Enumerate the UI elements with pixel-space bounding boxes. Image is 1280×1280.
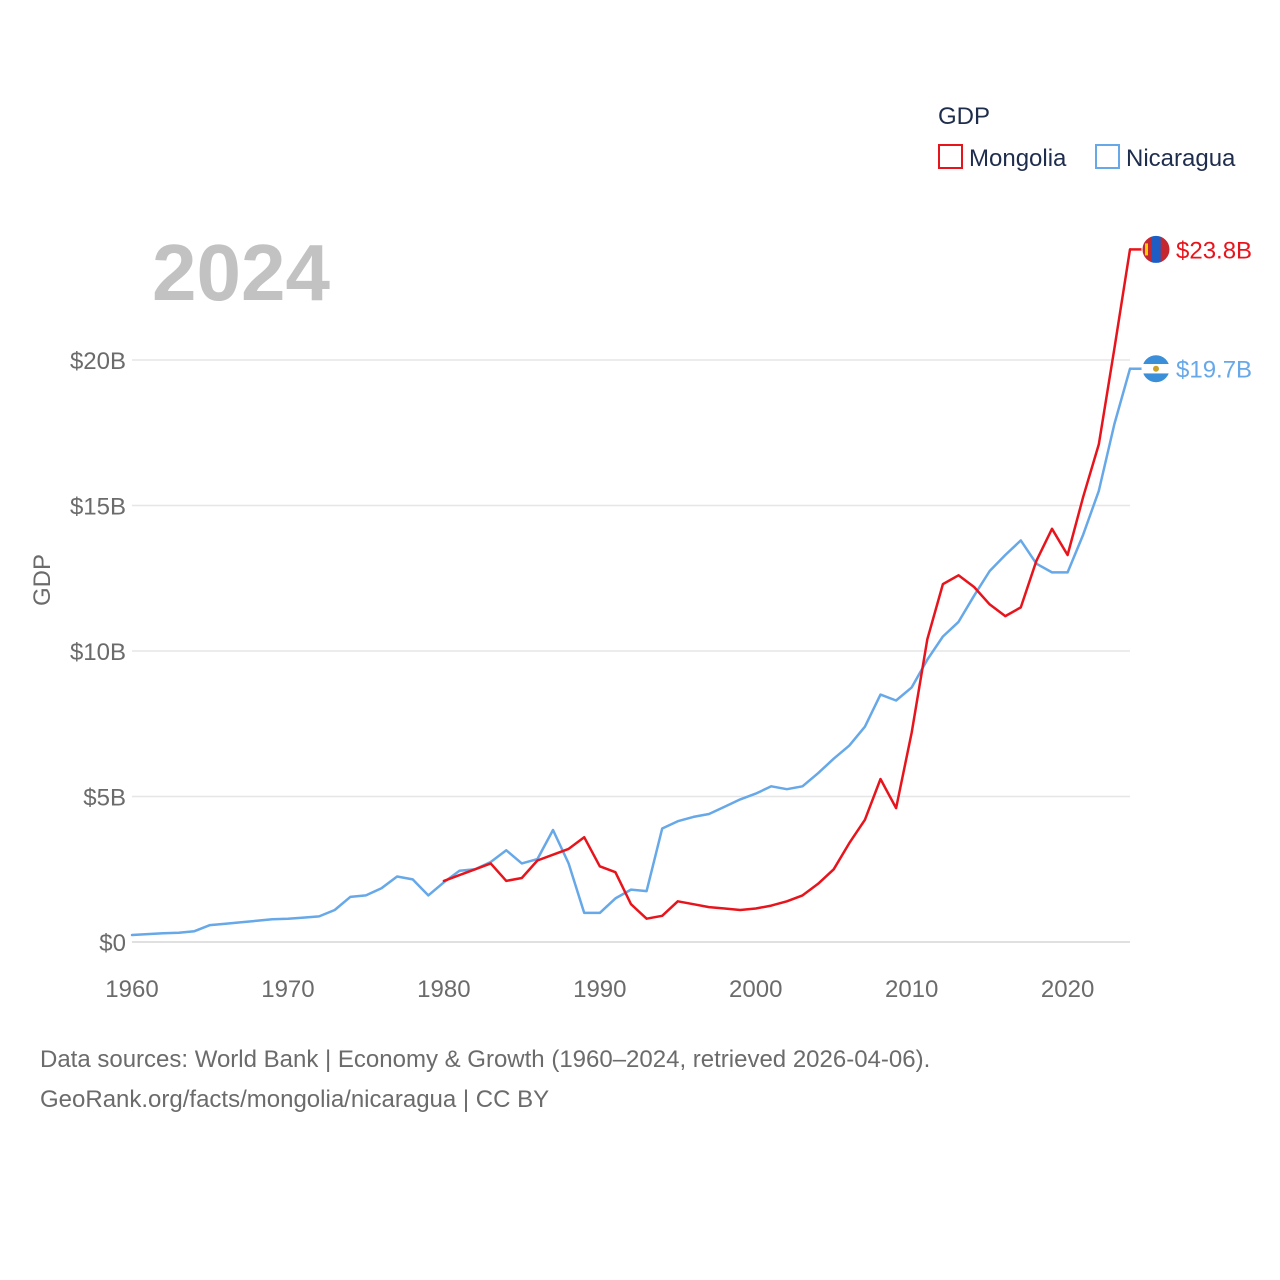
data-source-note: Data sources: World Bank | Economy & Gro… [40,1046,931,1073]
legend-item-mongolia[interactable]: Mongolia [938,144,1067,172]
mongolia-flag-icon [1141,234,1171,264]
y-tick-label: $10B [70,639,126,666]
nicaragua-flag-icon [1141,354,1171,384]
y-tick-label: $0 [99,930,126,957]
series-line-nicaragua [130,367,1132,937]
legend-swatch [938,144,963,169]
end-value-label: $19.7B [1176,357,1252,384]
legend: GDP Mongolia Nicaragua [938,103,1236,172]
y-axis-title: GDP [29,554,56,606]
y-tick-label: $15B [70,494,126,521]
y-tick-label: $5B [83,785,126,812]
footer: Data sources: World Bank | Economy & Gro… [40,1040,930,1120]
legend-label: Mongolia [969,145,1067,172]
x-tick-label: 2020 [1041,976,1094,1003]
gridlines [132,359,1130,943]
x-tick-label: 1970 [261,976,314,1003]
series-lines [130,248,1132,937]
x-tick-label: 2010 [885,976,938,1003]
x-tick-label: 1990 [573,976,626,1003]
x-axis-ticks: 1960 1970 1980 1990 2000 2010 2020 [105,976,1094,1003]
end-markers: $23.8B $19.7B [1130,234,1252,384]
year-label: 2024 [152,228,330,317]
y-axis-ticks: $0 $5B $10B $15B $20B [70,348,126,957]
x-tick-label: 1980 [417,976,470,1003]
x-tick-label: 2000 [729,976,782,1003]
legend-item-nicaragua[interactable]: Nicaragua [1095,144,1236,172]
legend-swatch [1095,144,1120,169]
series-line-mongolia [442,248,1132,920]
source-link[interactable]: GeoRank.org/facts/mongolia/nicaragua | C… [40,1086,550,1113]
legend-title: GDP [938,103,990,130]
legend-label: Nicaragua [1126,145,1236,172]
y-tick-label: $20B [70,348,126,375]
x-tick-label: 1960 [105,976,158,1003]
end-value-label: $23.8B [1176,237,1252,264]
